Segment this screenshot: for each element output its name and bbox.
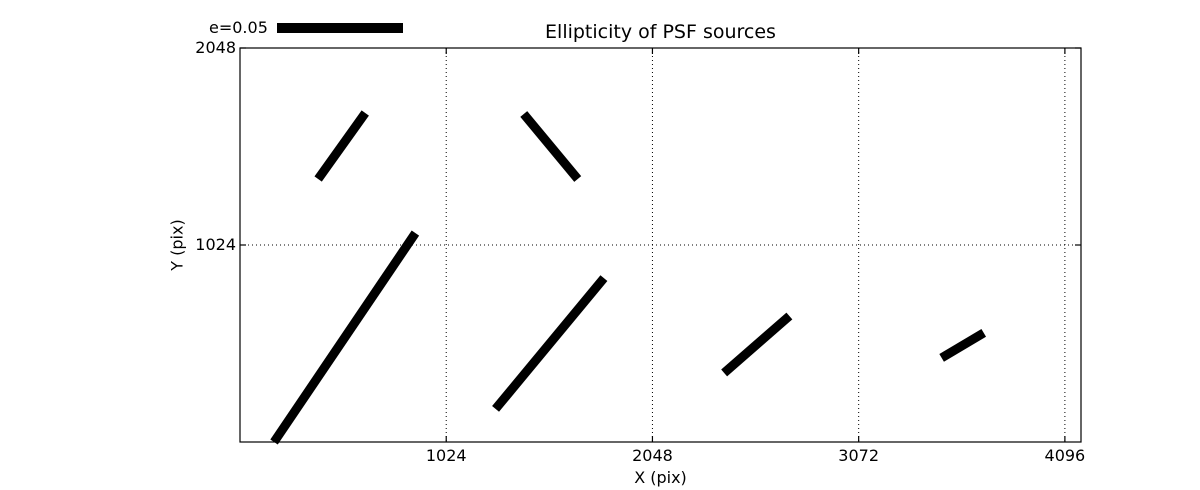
y-tick-label: 2048: [195, 38, 236, 57]
ellipticity-whisker: [314, 110, 369, 182]
x-tick-label: 2048: [632, 446, 673, 465]
ellipticity-whisker: [721, 312, 793, 377]
x-tick-label: 1024: [425, 446, 467, 465]
axes-spines: [239, 47, 1082, 443]
x-tick-label: 4096: [1044, 446, 1086, 465]
legend-label: e=0.05: [209, 18, 268, 37]
ellipticity-whisker: [520, 111, 582, 182]
legend: e=0.05: [209, 18, 403, 38]
ellipticity-whisker: [270, 230, 420, 445]
plot-title: Ellipticity of PSF sources: [545, 21, 776, 43]
y-axis-label: Y (pix): [167, 219, 187, 271]
y-tick-label: 1024: [195, 235, 236, 254]
legend-sample-line: [276, 23, 403, 33]
ellipticity-whisker: [492, 275, 608, 412]
x-axis-label: X (pix): [634, 468, 687, 487]
ellipticity-whisker: [939, 329, 987, 362]
x-tick-label: 3072: [838, 446, 880, 465]
